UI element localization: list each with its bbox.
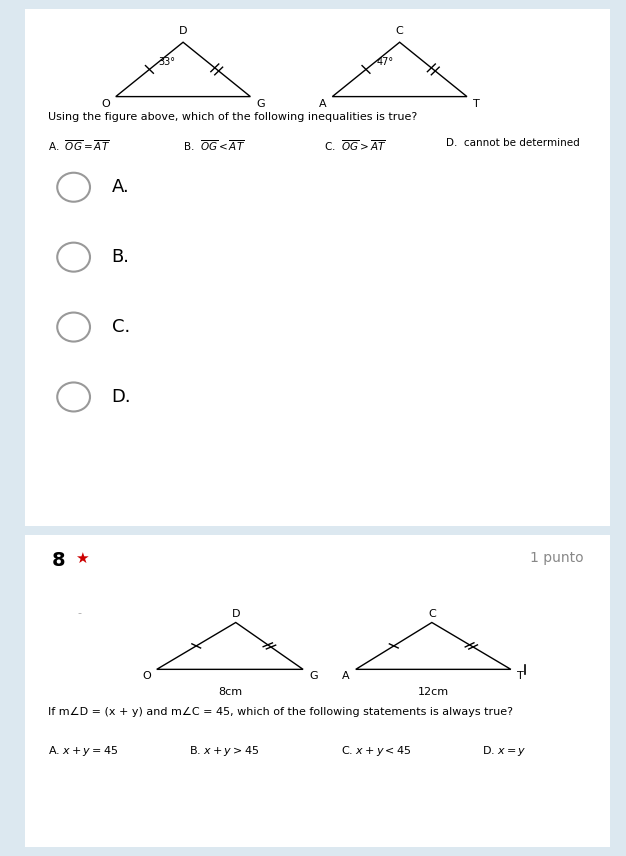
Text: O: O xyxy=(142,671,151,681)
Text: A: A xyxy=(342,671,350,681)
Text: ★: ★ xyxy=(74,550,88,566)
Circle shape xyxy=(57,242,90,271)
Text: C: C xyxy=(396,26,404,36)
Text: A.: A. xyxy=(111,178,130,196)
Text: If m∠D = (x + y) and m∠C = 45, which of the following statements is always true?: If m∠D = (x + y) and m∠C = 45, which of … xyxy=(48,707,513,716)
Text: 33°: 33° xyxy=(158,56,175,67)
Circle shape xyxy=(57,312,90,342)
FancyBboxPatch shape xyxy=(19,532,615,851)
FancyBboxPatch shape xyxy=(19,4,615,532)
Text: A: A xyxy=(319,99,327,110)
Text: B.: B. xyxy=(111,248,130,266)
Text: Using the figure above, which of the following inequalities is true?: Using the figure above, which of the fol… xyxy=(48,112,418,122)
Text: 8: 8 xyxy=(51,550,65,569)
Text: T: T xyxy=(516,671,523,681)
Text: O: O xyxy=(101,99,110,110)
Text: C. $x+y<45$: C. $x+y<45$ xyxy=(341,745,411,758)
Text: B.  $\overline{OG} < \overline{AT}$: B. $\overline{OG} < \overline{AT}$ xyxy=(183,138,245,152)
Text: C.  $\overline{OG} > \overline{AT}$: C. $\overline{OG} > \overline{AT}$ xyxy=(324,138,386,152)
Text: A.  $\overline{OG} = \overline{AT}$: A. $\overline{OG} = \overline{AT}$ xyxy=(48,138,111,152)
Text: B. $x+y>45$: B. $x+y>45$ xyxy=(189,745,259,758)
Text: T: T xyxy=(473,99,480,110)
Text: D: D xyxy=(232,609,240,619)
Circle shape xyxy=(57,173,90,202)
Text: C: C xyxy=(428,609,436,619)
Text: C.: C. xyxy=(111,318,130,336)
Text: D.  cannot be determined: D. cannot be determined xyxy=(446,138,580,148)
Text: 8cm: 8cm xyxy=(218,687,242,697)
Text: D.: D. xyxy=(111,388,131,406)
Text: 1 punto: 1 punto xyxy=(530,550,584,565)
Text: -: - xyxy=(78,608,82,618)
Text: D: D xyxy=(179,26,187,36)
Text: G: G xyxy=(256,99,265,110)
Text: G: G xyxy=(309,671,317,681)
Text: D. $x=y$: D. $x=y$ xyxy=(481,745,526,758)
Text: A. $x+y=45$: A. $x+y=45$ xyxy=(48,745,119,758)
Text: 47°: 47° xyxy=(376,56,394,67)
Text: 12cm: 12cm xyxy=(418,687,449,697)
Circle shape xyxy=(57,383,90,412)
